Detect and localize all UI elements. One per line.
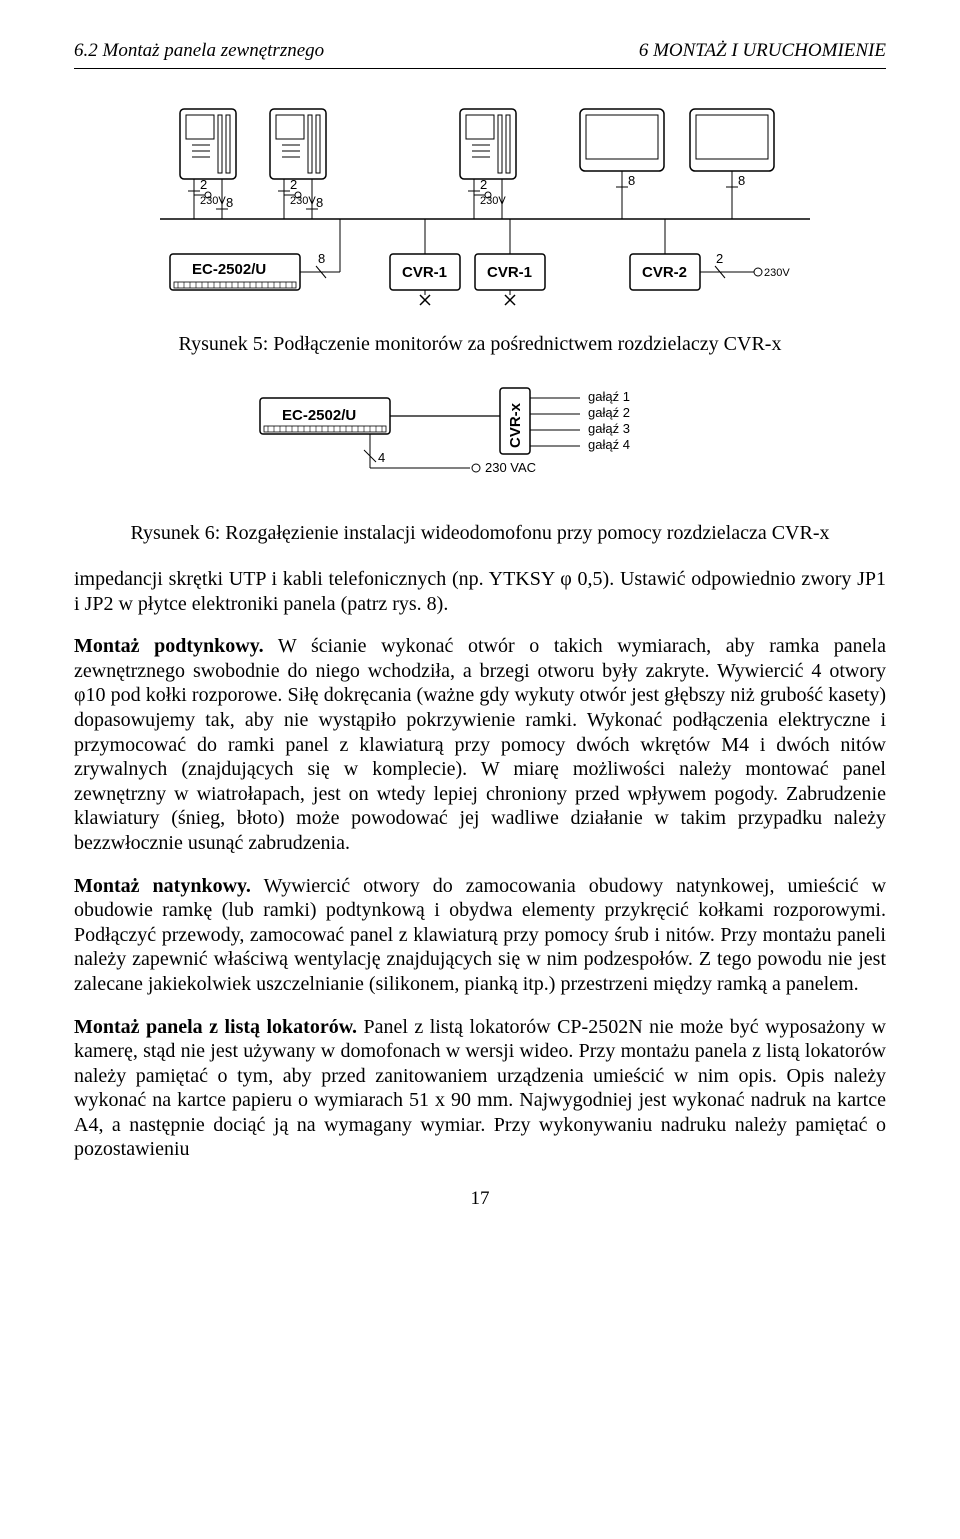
fig5-ec-label: EC-2502/U bbox=[192, 261, 266, 278]
fig6-ec-label: EC-2502/U bbox=[282, 407, 356, 424]
header-left: 6.2 Montaż panela zewnętrznego bbox=[74, 40, 324, 62]
page: 6.2 Montaż panela zewnętrznego 6 MONTAŻ … bbox=[0, 0, 960, 1240]
para-3: Montaż natynkowy. Wywiercić otwory do za… bbox=[74, 874, 886, 997]
figure-6-svg: EC-2502/U 4 230 VAC CVR-x gałąź 1 gałąź … bbox=[220, 378, 740, 508]
para-2: Montaż podtynkowy. W ścianie wykonać otw… bbox=[74, 634, 886, 855]
mon1-bot: 8 bbox=[226, 195, 233, 210]
fig5-cvr2-conn: 2 bbox=[716, 251, 723, 266]
mon2-top: 2 bbox=[290, 177, 297, 192]
para-4-lead: Montaż panela z listą lokatorów. bbox=[74, 1016, 357, 1038]
fig5-cvr1b: CVR-1 bbox=[487, 264, 532, 281]
figure-6: EC-2502/U 4 230 VAC CVR-x gałąź 1 gałąź … bbox=[74, 378, 886, 508]
fig6-branch2: gałąź 2 bbox=[588, 405, 630, 420]
fig5-cvr1a: CVR-1 bbox=[402, 264, 447, 281]
mon4-top: 8 bbox=[628, 173, 635, 188]
para-3-lead: Montaż natynkowy. bbox=[74, 875, 251, 897]
header-right: 6 MONTAŻ I URUCHOMIENIE bbox=[639, 40, 886, 62]
para-2-lead: Montaż podtynkowy. bbox=[74, 635, 264, 657]
mon3-top: 2 bbox=[480, 177, 487, 192]
mon1-top: 2 bbox=[200, 177, 207, 192]
figure-5-caption: Rysunek 5: Podłączenie monitorów za pośr… bbox=[74, 333, 886, 356]
mon2-bot: 8 bbox=[316, 195, 323, 210]
figure-5: 2 230V 8 2 230V 8 bbox=[74, 99, 886, 319]
mon2-230v: 230V bbox=[290, 195, 316, 207]
fig6-branch4: gałąź 4 bbox=[588, 437, 630, 452]
fig6-230vac: 230 VAC bbox=[485, 460, 536, 475]
header-rule bbox=[74, 68, 886, 69]
figure-5-svg: 2 230V 8 2 230V 8 bbox=[130, 99, 830, 319]
mon5-top: 8 bbox=[738, 173, 745, 188]
fig5-cvr2: CVR-2 bbox=[642, 264, 687, 281]
figure-6-caption: Rysunek 6: Rozgałęzienie instalacji wide… bbox=[74, 522, 886, 545]
fig5-cvr2-230v: 230V bbox=[764, 267, 790, 279]
fig5-ec-conn: 8 bbox=[318, 251, 325, 266]
fig6-branch3: gałąź 3 bbox=[588, 421, 630, 436]
para-2-text: W ścianie wykonać otwór o takich wymiara… bbox=[74, 635, 886, 854]
fig6-bus4: 4 bbox=[378, 450, 385, 465]
running-head: 6.2 Montaż panela zewnętrznego 6 MONTAŻ … bbox=[74, 40, 886, 62]
para-4: Montaż panela z listą lokatorów. Panel z… bbox=[74, 1015, 886, 1163]
fig6-branch1: gałąź 1 bbox=[588, 389, 630, 404]
mon3-230v: 230V bbox=[480, 195, 506, 207]
para-1: impedancji skrętki UTP i kabli telefonic… bbox=[74, 567, 886, 616]
mon1-230v: 230V bbox=[200, 195, 226, 207]
page-number: 17 bbox=[74, 1188, 886, 1210]
para-1-text: impedancji skrętki UTP i kabli telefonic… bbox=[74, 568, 886, 615]
fig6-cvrx-label: CVR-x bbox=[507, 402, 524, 448]
